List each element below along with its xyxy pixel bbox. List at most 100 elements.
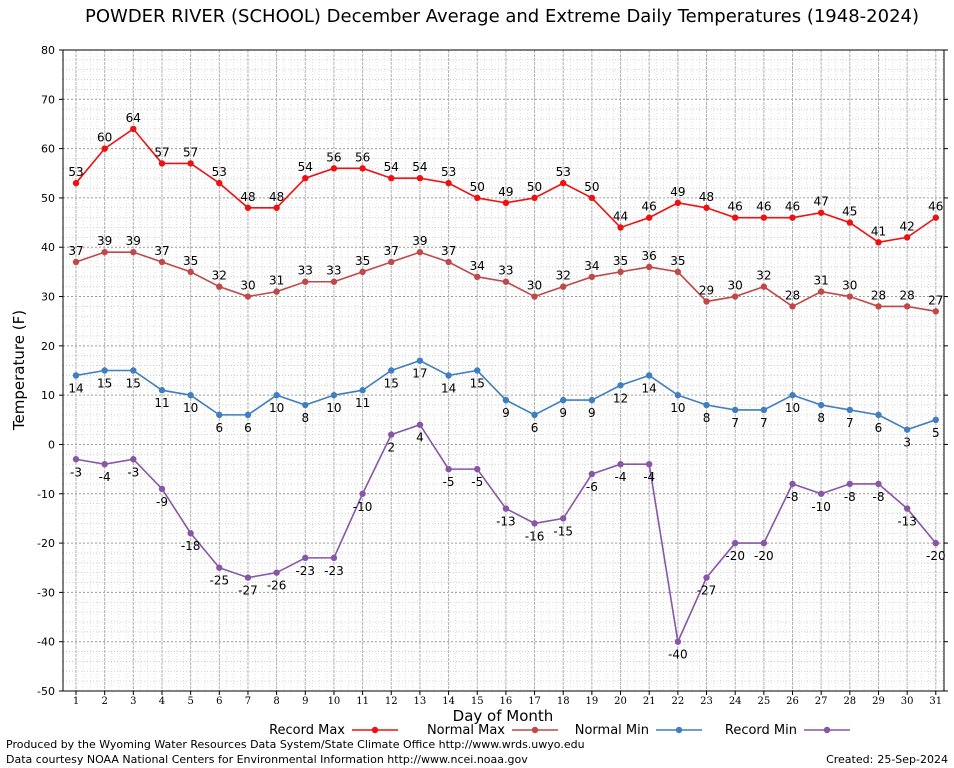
x-tick-label: 23 [700, 696, 713, 707]
data-point [760, 283, 768, 290]
data-point [502, 199, 510, 207]
data-point [703, 298, 710, 305]
data-point [588, 194, 596, 202]
data-point [416, 357, 424, 364]
data-point [474, 194, 481, 202]
legend-label: Record Min [725, 723, 797, 738]
data-label: 31 [269, 274, 284, 288]
data-point [130, 248, 137, 256]
data-point [903, 234, 911, 241]
x-tick-label: 3 [130, 696, 136, 707]
x-tick-label: 19 [586, 696, 599, 707]
data-point [388, 258, 395, 266]
data-label: 54 [298, 160, 313, 174]
x-tick-label: 4 [159, 696, 165, 707]
data-point [216, 283, 223, 290]
x-tick-label: 29 [872, 696, 885, 707]
data-point [359, 387, 366, 394]
data-point [903, 303, 911, 310]
legend-item: Record Min [725, 723, 850, 738]
data-label: 28 [871, 288, 886, 302]
data-label: 54 [384, 160, 399, 174]
series-normal-max: 37 39 39 37 35 32 30 31 33 33 35 37 39 37 34 33 30 32 34 35… [68, 234, 943, 315]
data-point [474, 465, 481, 473]
x-tick-label: 30 [901, 696, 914, 707]
x-tick-label: 31 [929, 696, 942, 707]
data-label: 46 [756, 200, 771, 214]
data-point [646, 460, 653, 468]
legend-item: Normal Max [427, 723, 558, 738]
data-label: -5 [471, 475, 483, 489]
data-point [560, 283, 567, 290]
data-point [817, 288, 825, 295]
data-point [445, 179, 452, 187]
data-point [588, 273, 596, 281]
data-point [130, 367, 137, 374]
series-normal-min: 14 15 15 11 10 6 6 10 8 10 11 15 17 14 15 9 6 9 9 12 14 10 8 7 7… [68, 357, 940, 450]
data-point [817, 209, 825, 216]
data-point [789, 391, 796, 399]
data-label: 48 [269, 190, 284, 204]
legend-swatch-marker [531, 726, 539, 734]
data-label: -5 [443, 475, 455, 489]
x-tick-label: 17 [528, 696, 541, 707]
data-label: 46 [642, 200, 657, 214]
data-point [502, 278, 510, 285]
data-label: 32 [756, 269, 771, 283]
data-label: -20 [754, 549, 774, 563]
data-point [187, 268, 194, 276]
data-label: 4 [416, 431, 424, 445]
legend-item: Record Max [269, 723, 398, 738]
data-label: 15 [384, 377, 399, 391]
data-label: 49 [670, 185, 685, 199]
data-label: 9 [588, 406, 596, 420]
x-tick-label: 11 [356, 696, 369, 707]
data-point [731, 214, 739, 221]
data-label: 28 [785, 288, 800, 302]
data-point [72, 179, 80, 187]
data-label: 31 [814, 274, 829, 288]
data-point [817, 401, 825, 409]
data-label: 46 [785, 200, 800, 214]
data-point [101, 367, 108, 374]
data-label: 39 [97, 234, 112, 248]
data-point [187, 391, 194, 399]
data-point [875, 411, 882, 419]
data-label: 50 [527, 180, 542, 194]
data-label: -23 [324, 564, 344, 578]
credit-line-2: Data courtesy NOAA National Centers for … [6, 753, 528, 766]
data-point [846, 219, 854, 226]
y-axis-label: Temperature (F) [10, 310, 28, 431]
data-label: 37 [68, 244, 83, 258]
data-point [216, 564, 223, 571]
legend-swatch-marker [371, 726, 379, 734]
data-point [330, 165, 338, 172]
data-label: -13 [496, 515, 516, 529]
grid [63, 50, 944, 691]
data-point [875, 239, 882, 246]
data-point [359, 268, 366, 276]
y-tick-label: 70 [41, 93, 55, 106]
data-point [789, 480, 796, 488]
data-point [731, 406, 739, 414]
x-tick-label: 7 [245, 696, 251, 707]
data-label: 11 [154, 396, 169, 410]
data-label: -4 [615, 470, 627, 484]
data-label: 56 [326, 150, 341, 164]
created-value: 25-Sep-2024 [877, 753, 948, 766]
data-point [617, 268, 624, 276]
data-point [932, 416, 939, 424]
data-point [903, 505, 911, 512]
data-label: 46 [728, 200, 743, 214]
data-point [617, 382, 624, 389]
data-point [216, 179, 223, 187]
data-point [531, 520, 538, 527]
data-point [101, 248, 108, 256]
data-point [273, 569, 280, 576]
data-label: 14 [642, 381, 657, 395]
data-label: 10 [326, 401, 341, 415]
data-point [273, 391, 280, 399]
x-tick-label: 21 [643, 696, 656, 707]
x-tick-label: 16 [500, 696, 513, 707]
